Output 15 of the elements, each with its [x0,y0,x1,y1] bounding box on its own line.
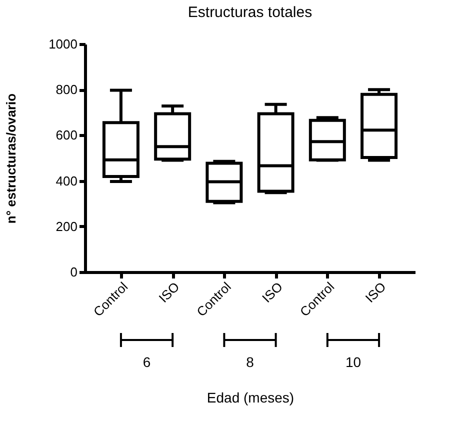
y-tick-label: 800 [56,82,78,98]
x-tick-label: ISO [259,279,286,306]
y-tick-label: 400 [56,173,78,188]
y-tick-label: 1000 [48,36,78,52]
y-tick-label: 600 [56,128,78,143]
x-axis-title: Edad (meses) [206,389,294,406]
chart-title: Estructuras totales [188,4,312,21]
text: 6 [142,354,151,370]
text: 8 [246,354,254,370]
y-axis-title: n° estructuras/ovario [4,93,19,224]
y-tick-label: 0 [70,264,78,280]
x-tick-label: ISO [362,279,389,306]
y-tick-label: 200 [56,218,78,234]
text: 10 [345,354,362,370]
x-tick-label: ISO [156,279,182,306]
